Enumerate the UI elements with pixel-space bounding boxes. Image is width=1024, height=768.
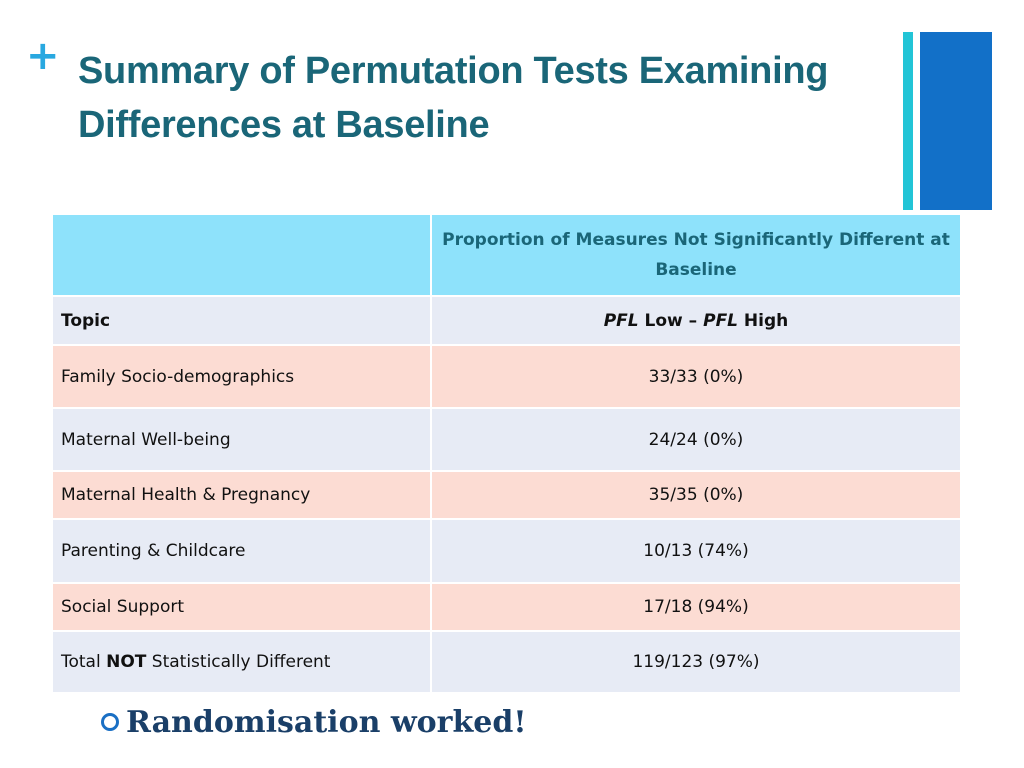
value-cell: 17/18 (94%): [430, 582, 962, 632]
total-suffix: Statistically Different: [146, 652, 331, 672]
table-row: Maternal Health & Pregnancy 35/35 (0%): [51, 470, 962, 520]
high-label: High: [738, 310, 789, 331]
total-prefix: Total: [61, 652, 107, 672]
table-total-row: Total NOT Statistically Different 119/12…: [51, 630, 962, 694]
plus-icon: +: [26, 33, 60, 79]
topic-cell: Maternal Well-being: [51, 407, 432, 472]
low-label: Low –: [638, 310, 704, 331]
topic-cell: Social Support: [51, 582, 432, 632]
value-cell: 24/24 (0%): [430, 407, 962, 472]
header-empty-cell: [51, 213, 432, 297]
total-value-cell: 119/123 (97%): [430, 630, 962, 694]
table-row: Family Socio-demographics 33/33 (0%): [51, 344, 962, 409]
value-cell: 10/13 (74%): [430, 518, 962, 584]
table-row: Social Support 17/18 (94%): [51, 582, 962, 632]
topic-cell: Family Socio-demographics: [51, 344, 432, 409]
table-header-row: Proportion of Measures Not Significantly…: [51, 213, 962, 297]
decorative-bar-thin: [903, 32, 913, 210]
summary-table: Proportion of Measures Not Significantly…: [51, 213, 962, 694]
value-cell: 33/33 (0%): [430, 344, 962, 409]
bullet-circle-icon: [101, 713, 119, 731]
pfl-label: PFL: [703, 310, 739, 331]
table-row: Maternal Well-being 24/24 (0%): [51, 407, 962, 472]
total-emphasis: NOT: [106, 652, 147, 672]
header-proportion-cell: Proportion of Measures Not Significantly…: [430, 213, 962, 297]
topic-cell: Parenting & Childcare: [51, 518, 432, 584]
conclusion-text: Randomisation worked!: [126, 705, 527, 740]
pfl-column-header: PFL Low – PFL High: [430, 295, 962, 346]
table-subheader-row: Topic PFL Low – PFL High: [51, 295, 962, 346]
total-label-cell: Total NOT Statistically Different: [51, 630, 432, 694]
table-row: Parenting & Childcare 10/13 (74%): [51, 518, 962, 584]
topic-cell: Maternal Health & Pregnancy: [51, 470, 432, 520]
slide-title: Summary of Permutation Tests Examining D…: [78, 50, 829, 146]
pfl-label: PFL: [603, 310, 639, 331]
value-cell: 35/35 (0%): [430, 470, 962, 520]
decorative-bar-thick: [920, 32, 992, 210]
topic-column-header: Topic: [51, 295, 432, 346]
table-body: Family Socio-demographics 33/33 (0%) Mater…: [51, 344, 962, 632]
